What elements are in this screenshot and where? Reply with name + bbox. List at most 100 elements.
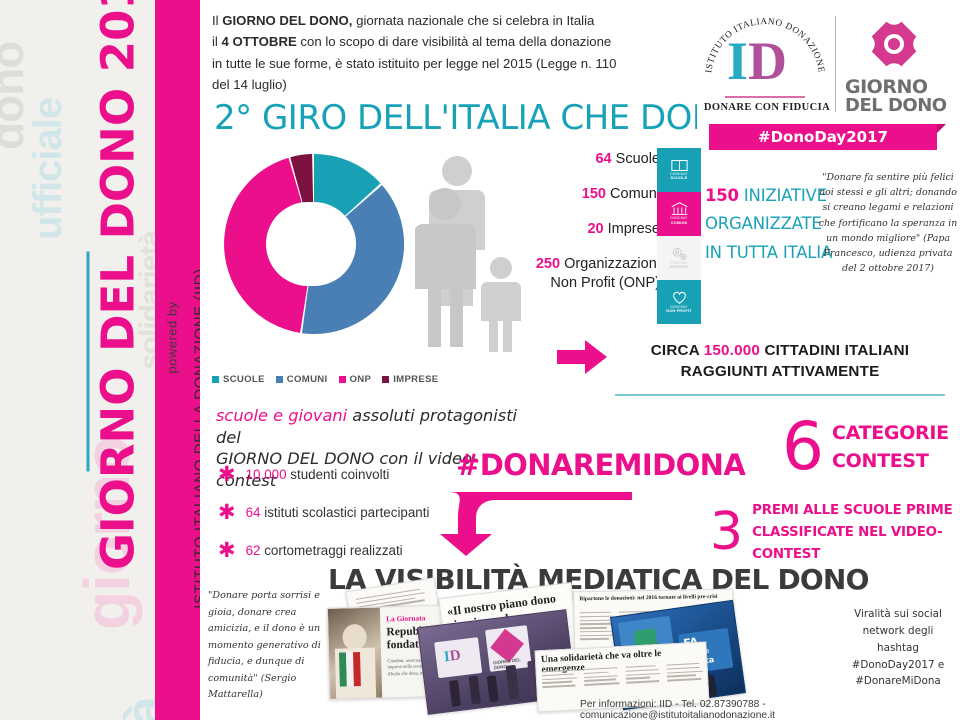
badge-line-2: IMPRESE (669, 265, 689, 270)
logo-divider (835, 16, 836, 112)
iniziative-block: 150 INIZIATIVE ORGANIZZATE IN TUTTA ITAL… (705, 182, 832, 267)
badge-line-1: DONODAY (670, 260, 688, 265)
stat-number: 250 (535, 256, 561, 273)
intro-l2c: con lo scopo di dare visibilità al tema … (296, 34, 612, 50)
iid-tagline: DONARE CON FIDUCIA (703, 102, 831, 113)
donut-chart: SCUOLE COMUNI ONP IMPRESE (212, 148, 438, 398)
gears-icon (672, 247, 686, 261)
bullet-text: 64 istituti scolastici partecipanti (246, 505, 430, 520)
chart-legend: SCUOLE COMUNI ONP IMPRESE (212, 374, 448, 385)
six-categories-block: 6 CATEGORIE CONTEST (782, 408, 949, 485)
arrow-right-icon (557, 340, 607, 374)
people-silhouettes (415, 152, 545, 352)
iniziative-word: INIZIATIVE (738, 186, 827, 205)
badge-line-2: COMUNI (670, 220, 688, 225)
papa-francesco-quote: "Donare fa sentire più felici noi stessi… (818, 172, 958, 275)
curved-arrow-icon (440, 492, 632, 556)
legend-label: IMPRESE (393, 374, 439, 385)
stat-row: 20 Imprese (480, 220, 660, 238)
diamond-flower-icon (857, 12, 931, 76)
building-icon (671, 202, 687, 216)
legend-item-scuole: SCUOLE (212, 374, 265, 385)
stat-label: Scuole (611, 151, 660, 167)
stats-list: 64 Scuole 150 Comuni 20 Imprese 250 Orga… (480, 150, 660, 292)
three-number: 3 (710, 502, 744, 563)
bullet-label: istituti scolastici partecipanti (260, 504, 430, 520)
organization-name: ISTITUTO ITALIANO DELLA DONAZIONE (IID) (191, 268, 201, 609)
iniziative-number: 150 (705, 186, 739, 205)
protagonisti-rest: assoluti protagonisti del (216, 406, 518, 447)
logo-block: ISTITUTO ITALIANO DONAZIONE ID DONARE CO… (697, 6, 949, 156)
donaremidona-hashtag: #DONAREMIDONA (456, 448, 746, 482)
circa-divider (615, 394, 945, 396)
badge-line-2: NON PROFIT (666, 309, 692, 314)
stat-number: 64 (595, 151, 612, 167)
intro-l1c: giornata nazionale che si celebra in Ita… (352, 13, 595, 28)
stat-label: Imprese (603, 221, 660, 238)
gdd-wordmark: GIORNO DEL DONO (845, 78, 947, 115)
iid-arc-text-icon: ISTITUTO ITALIANO DONAZIONE (703, 16, 826, 73)
stat-row: 250 Organizzazioni Non Profit (ONP) (480, 255, 660, 291)
bullet-label: studenti coinvolti (286, 466, 390, 482)
circa-banner: CIRCA 150.000 CITTADINI ITALIANI RAGGIUN… (615, 341, 945, 382)
badge-line-1: DONODAY (670, 171, 688, 176)
protagonisti-highlight: scuole e giovani (216, 406, 348, 425)
iid-underline (725, 96, 805, 98)
circa-post: CITTADINI ITALIANI (760, 342, 910, 359)
iniziative-line-2: ORGANIZZATE (705, 214, 822, 234)
viralita-text: Viralità sui social network degli hashta… (851, 608, 945, 688)
intro-l4: del 14 luglio) (212, 77, 287, 93)
protagonisti-line-2: GIORNO DEL DONO con il video-contest (216, 449, 478, 491)
left-sidebar: dono ufficiale giorno carità fiducia don… (0, 0, 200, 720)
badge-line-2: SCUOLE (670, 176, 688, 181)
ribbon-fold-icon (937, 124, 946, 133)
six-number: 6 (782, 408, 824, 485)
list-item: ✱ 62 cortometraggi realizzati (218, 531, 528, 569)
badge-line-1: DONODAY (670, 304, 688, 309)
clip-headline: Ripartono le donazioni: nel 2016 tornate… (579, 593, 718, 603)
footer-contact: Per informazioni: IID - Tel. 02.87390788… (580, 699, 775, 720)
bullet-text: 10.000 studenti coinvolti (246, 467, 390, 482)
media-collage: La Giornata Repubblica fondata sul dono … (326, 577, 888, 715)
bullet-list: ✱ 10.000 studenti coinvolti ✱ 64 istitut… (218, 455, 528, 569)
stat-number: 20 (587, 221, 604, 238)
list-item: ✱ 64 istituti scolastici partecipanti (218, 493, 528, 531)
stat-number: 150 (581, 186, 606, 203)
badge-text: DONODAY NON PROFIT (666, 305, 691, 314)
donut-slice-imprese (290, 154, 314, 204)
stat-row: 150 Comuni (480, 185, 660, 203)
list-item: ✱ 10.000 studenti coinvolti (218, 455, 528, 493)
donut-slice-comuni (302, 185, 405, 335)
people-icon (415, 156, 521, 352)
asterisk-icon: ✱ (218, 500, 236, 524)
three-prizes-block: 3 PREMI ALLE SCUOLE PRIME CLASSIFICATE N… (710, 500, 960, 566)
donut-chart-svg (224, 154, 405, 335)
clip-photo (327, 607, 383, 700)
page-title: GIORNO DEL DONO 2017 (91, 0, 145, 571)
legend-label: COMUNI (286, 374, 328, 385)
intro-paragraph: Il GIORNO DEL DONO, giornata nazionale c… (212, 10, 700, 96)
iid-letter-i: I (727, 31, 749, 91)
bg-word: ufficiale (26, 97, 70, 240)
donut-hole (266, 202, 350, 286)
circa-pre: CIRCA (650, 342, 704, 359)
bullet-number: 64 (245, 504, 261, 520)
stat-row: 64 Scuole (480, 150, 660, 168)
bullet-label: cortometraggi realizzati (260, 542, 403, 558)
intro-l3: in tutte le sue forme, è stato istituito… (212, 55, 617, 71)
donut-slice-onp (224, 157, 308, 333)
intro-l2a: il (212, 34, 222, 50)
bullet-number: 10.000 (245, 466, 287, 482)
sidebar-pink-bar (155, 0, 200, 720)
iid-logo: ISTITUTO ITALIANO DONAZIONE ID DONARE CO… (701, 10, 829, 120)
stat-label-2: Non Profit (ONP) (550, 274, 660, 291)
legend-label: SCUOLE (223, 374, 265, 385)
bullet-number: 62 (245, 542, 261, 558)
donut-slice-scuole (314, 154, 381, 216)
main-content: Il GIORNO DEL DONO, giornata nazionale c… (200, 0, 960, 720)
hashtag-ribbon: #DonoDay2017 (709, 124, 937, 150)
legend-item-imprese: IMPRESE (382, 374, 438, 385)
heart-icon (672, 291, 686, 304)
badge-scuole: DONODAY SCUOLE (657, 148, 701, 192)
